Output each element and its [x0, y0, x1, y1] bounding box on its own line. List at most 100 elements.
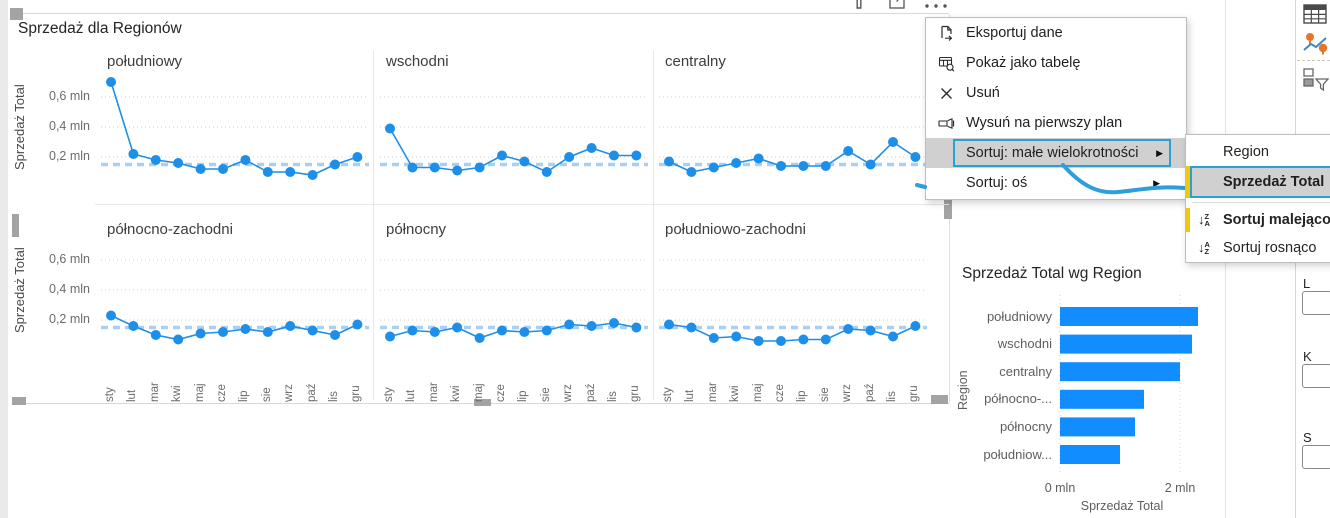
panel-północno-zachodni[interactable]: północno-zachodni	[95, 215, 373, 365]
bar-x-axis-title: Sprzedaż Total	[1080, 499, 1164, 513]
bar-wschodni[interactable]	[1060, 334, 1192, 354]
bar-chart-visual[interactable]: Sprzedaż Total wg Region	[950, 255, 1226, 518]
bar-category-label: północno-...	[984, 391, 1052, 407]
bar-południow...[interactable]	[1060, 445, 1120, 464]
x-axis-month-label: kwi	[171, 385, 184, 402]
table-visual-icon[interactable]	[1302, 1, 1329, 28]
panel-divider-horizontal	[95, 204, 949, 205]
panel-centralny[interactable]: centralny	[653, 52, 931, 202]
x-axis-month-label: paź	[584, 383, 597, 402]
x-axis-month-label: lip	[517, 390, 530, 402]
x-axis-month-label: kwi	[729, 385, 742, 402]
x-axis-month-label: kwi	[450, 385, 463, 402]
bar-category-label: południow...	[983, 446, 1052, 462]
x-axis-month-label: cze	[774, 384, 786, 402]
panel-północny[interactable]: północny	[374, 215, 652, 365]
panel-południowo-zachodni[interactable]: południowo-zachodni	[653, 215, 931, 365]
resize-handle-bottom-right[interactable]	[931, 395, 948, 404]
x-axis-month-label: gru	[350, 385, 363, 402]
field-well-input-2[interactable]	[1302, 364, 1330, 388]
menu-item-label: Pokaż jako tabelę	[966, 55, 1081, 71]
panel-divider-vertical-1	[373, 50, 374, 400]
x-axis-month-label: mar	[148, 382, 161, 402]
bar-północno-...[interactable]	[1060, 389, 1144, 409]
y-axis-tick-label: 0,2 mln	[49, 312, 90, 326]
panel-title: centralny	[665, 53, 726, 70]
bar-x-tick-label: 0 mln	[1044, 481, 1076, 495]
menu-item-remove[interactable]: Usuń	[926, 78, 1186, 108]
submenu-separator	[1192, 202, 1330, 203]
x-axis-month-label: wrz	[283, 384, 296, 402]
sort-submenu: Region Sprzedaż Total ↓ Z A Sortuj malejąco ↓ A…	[1185, 134, 1330, 263]
submenu-field-sprzedaz-total[interactable]: Sprzedaż Total	[1186, 166, 1330, 198]
resize-handle-top-left[interactable]	[10, 8, 23, 20]
menu-item-export-data[interactable]: Eksportuj dane	[926, 18, 1186, 48]
submenu-field-label: Sprzedaż Total	[1223, 174, 1325, 190]
panel-południowy[interactable]: południowy	[95, 52, 373, 202]
x-axis-month-label: lis	[328, 391, 340, 402]
x-axis-month-label: cze	[216, 384, 228, 402]
filter-icon[interactable]	[848, 0, 870, 12]
resize-handle-bottom-left[interactable]	[12, 397, 26, 405]
menu-item-show-as-table[interactable]: Pokaż jako tabelę	[926, 48, 1186, 78]
panel-title: wschodni	[386, 53, 449, 70]
x-axis-month-label: gru	[629, 385, 642, 402]
resize-handle-bottom[interactable]	[474, 399, 491, 406]
field-well-label-3: S	[1303, 430, 1312, 445]
resize-handle-right[interactable]	[944, 198, 952, 219]
x-axis-month-label: maj	[751, 383, 764, 402]
map-visual-icon[interactable]	[1302, 29, 1329, 56]
submenu-option-sort-ascending[interactable]: ↓ A Z Sortuj rosnąco	[1186, 234, 1330, 262]
x-axis-month-label: lis	[607, 391, 619, 402]
y-axis-tick-label: 0,4 mln	[49, 119, 90, 133]
menu-item-sort-small-multiples[interactable]: Sortuj: małe wielokrotności ▶	[926, 138, 1186, 168]
panel-wschodni[interactable]: wschodni	[374, 52, 652, 202]
visual-toolbar	[840, 0, 960, 13]
submenu-option-label: Sortuj rosnąco	[1223, 240, 1317, 256]
bar-centralny[interactable]	[1060, 362, 1180, 382]
x-axis-month-label: mar	[706, 382, 719, 402]
bar-południowy[interactable]	[1060, 307, 1198, 326]
selected-field-accent-bar	[1186, 166, 1190, 198]
menu-item-label: Sortuj: małe wielokrotności	[966, 145, 1139, 161]
x-axis-month-label: sie	[539, 387, 552, 402]
slicer-visual-icon[interactable]	[1302, 66, 1329, 93]
visual-title: Sprzedaż dla Regionów	[18, 20, 182, 37]
bar-północny[interactable]	[1060, 417, 1135, 437]
x-axis-month-label: lip	[238, 390, 251, 402]
highlighted-menu-box: Sortuj: małe wielokrotności ▶	[953, 139, 1171, 167]
x-axis-month-label: sie	[260, 387, 273, 402]
line-chart	[101, 77, 369, 180]
panel-divider-vertical-2	[653, 50, 654, 400]
sort-descending-icon: ↓ Z A	[1198, 211, 1210, 228]
more-options-icon[interactable]	[924, 2, 950, 10]
x-axis-month-label: maj	[193, 383, 206, 402]
x-axis-month-label: sty	[104, 387, 116, 402]
submenu-caret-icon: ▶	[1153, 177, 1160, 188]
y-axis-tick-label: 0,6 mln	[49, 252, 90, 266]
bar-category-label: wschodni	[997, 336, 1052, 352]
submenu-option-sort-descending[interactable]: ↓ Z A Sortuj malejąco	[1186, 206, 1330, 234]
menu-item-label: Sortuj: oś	[966, 175, 1028, 191]
field-well-label-1: L	[1303, 276, 1311, 291]
y-axis-tick-label: 0,2 mln	[49, 149, 90, 163]
menu-item-label: Usuń	[966, 85, 1000, 101]
table-search-icon	[935, 55, 957, 72]
x-axis-month-label: lut	[405, 389, 418, 402]
resize-handle-left[interactable]	[12, 214, 19, 237]
line-chart	[380, 259, 648, 343]
x-axis-month-label: mar	[427, 382, 440, 402]
panel-title: północny	[386, 221, 447, 238]
line-chart	[659, 96, 927, 177]
close-icon	[935, 85, 957, 102]
field-well-input-1[interactable]	[1302, 291, 1330, 315]
menu-item-sort-axis[interactable]: Sortuj: oś ▶	[926, 168, 1186, 198]
y-axis-tick-label: 0,6 mln	[49, 89, 90, 103]
focus-mode-icon[interactable]	[888, 0, 906, 10]
field-well-input-3[interactable]	[1302, 445, 1330, 469]
x-axis-month-label: lis	[886, 391, 898, 402]
submenu-field-region[interactable]: Region	[1186, 137, 1330, 166]
x-axis-month-label: lip	[796, 390, 809, 402]
menu-item-bring-forward[interactable]: Wysuń na pierwszy plan	[926, 108, 1186, 138]
